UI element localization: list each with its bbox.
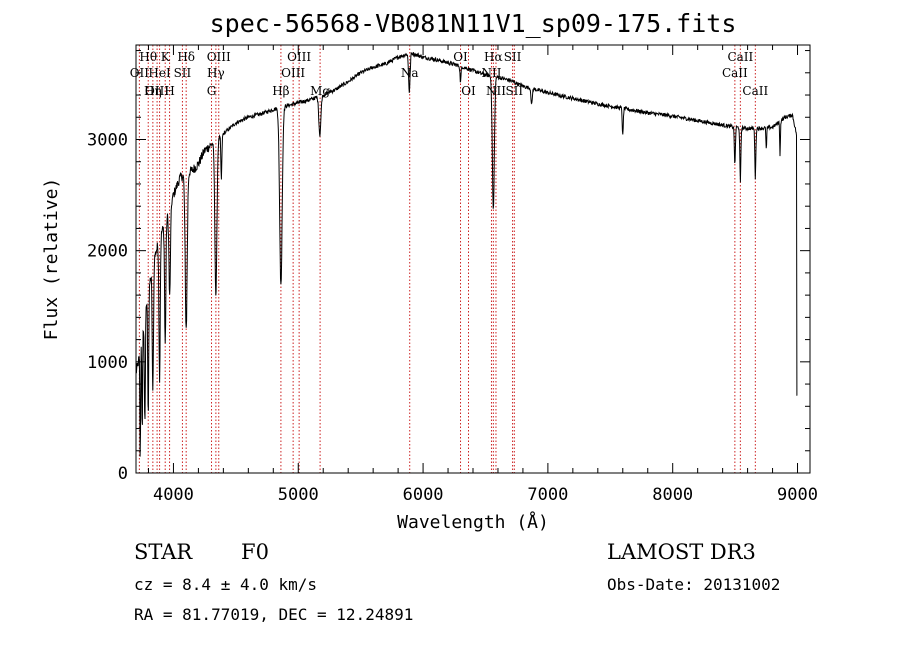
line-marker-label: Hδ	[177, 50, 195, 64]
line-marker-label: OIII	[207, 50, 231, 64]
x-tick-label: 5000	[278, 485, 319, 505]
line-marker-label: OI	[453, 50, 468, 64]
x-axis-label: Wavelength (Å)	[397, 511, 549, 533]
y-tick-label: 0	[118, 464, 128, 484]
coordinates-text: RA = 81.77019, DEC = 12.24891	[134, 605, 413, 624]
x-tick-label: 4000	[153, 485, 194, 505]
y-axis-label: Flux (relative)	[41, 178, 62, 341]
x-tick-label: 7000	[527, 485, 568, 505]
line-marker-label: G	[207, 84, 217, 98]
line-marker-label: Hβ	[272, 84, 289, 98]
line-marker-label: K	[161, 50, 171, 64]
line-marker-label: SII	[504, 50, 522, 64]
object-subclass: F0	[241, 540, 269, 564]
x-tick-label: 9000	[777, 485, 818, 505]
line-markers	[138, 45, 756, 473]
line-marker-label: SII	[174, 66, 192, 80]
line-marker-label: HeI	[148, 66, 171, 80]
y-tick-label: 1000	[87, 353, 128, 373]
line-marker-label: OI	[461, 84, 476, 98]
line-marker-label: Hη	[144, 84, 162, 98]
spectrum-line	[135, 51, 798, 457]
line-marker-label: Mg	[310, 84, 330, 98]
line-marker-label: CaII	[727, 50, 753, 64]
line-marker-label: H	[164, 84, 174, 98]
line-marker-label: OIII	[287, 50, 311, 64]
axis-tick-labels: 4000 5000 6000 7000 8000 9000 0 1000 2000 3000	[87, 130, 818, 505]
survey-name: LAMOST DR3	[607, 540, 756, 564]
line-marker-label: SII	[505, 84, 523, 98]
axis-ticks	[136, 45, 810, 474]
line-marker-label: Hα	[484, 50, 503, 64]
line-marker-label: Hθ	[139, 50, 157, 64]
x-tick-label: 8000	[652, 485, 693, 505]
line-marker-label: Hγ	[207, 66, 225, 80]
line-marker-label: CaII	[722, 66, 748, 80]
y-tick-label: 3000	[87, 130, 128, 150]
y-tick-label: 2000	[87, 242, 128, 262]
obs-date-text: Obs-Date: 20131002	[607, 575, 780, 594]
line-marker-label: OIII	[281, 66, 305, 80]
chart-title: spec-56568-VB081N11V1_sp09-175.fits	[210, 9, 737, 38]
object-class: STAR	[134, 540, 193, 564]
line-marker-label: OIII	[145, 84, 169, 98]
line-marker-label: CaII	[742, 84, 768, 98]
redshift-text: cz = 8.4 ± 4.0 km/s	[134, 575, 317, 594]
x-tick-label: 6000	[403, 485, 444, 505]
